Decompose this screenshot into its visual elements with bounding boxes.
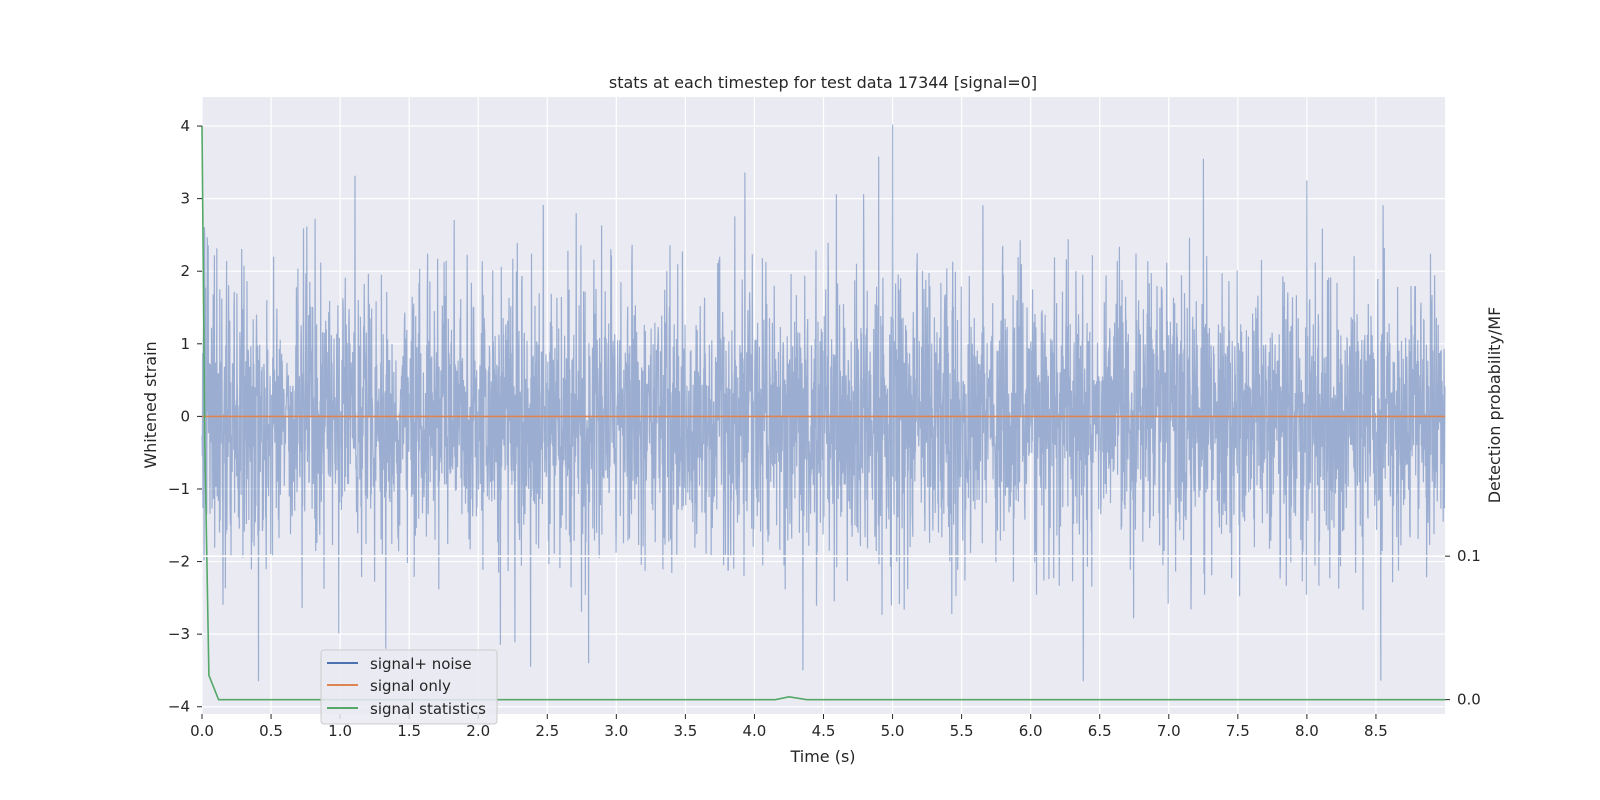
y-right-tick-label: 0.0 [1457, 691, 1481, 709]
y-ticks: 4 3 2 1 0 −1 −2 −3 −4 [168, 117, 202, 716]
x-tick-label: 6.0 [1019, 722, 1043, 740]
x-tick-label: 3.5 [673, 722, 697, 740]
x-tick-label: 4.0 [743, 722, 767, 740]
y-tick-label: −4 [168, 698, 190, 716]
series-signal-noise [201, 124, 1446, 682]
x-ticks: 0.0 0.5 1.0 1.5 2.0 2.5 3.0 3.5 4.0 4.5 5.0 5.5 6.0 6… [190, 714, 1388, 740]
x-tick-label: 1.0 [328, 722, 352, 740]
y-axis-title: Whitened strain [141, 341, 160, 468]
legend: signal+ noise signal only signal statist… [320, 649, 498, 725]
series-signal-statistics [201, 125, 1445, 701]
x-tick-label: 8.0 [1295, 722, 1319, 740]
legend-label-signal-noise: signal+ noise [370, 655, 472, 673]
y-ticks-right: 0.1 0.0 [1445, 547, 1481, 709]
x-tick-label: 6.5 [1088, 722, 1112, 740]
legend-box [320, 649, 498, 725]
x-tick-label: 3.0 [604, 722, 628, 740]
y-tick-label: −1 [168, 480, 190, 498]
y-tick-label: 0 [180, 407, 190, 425]
x-tick-label: 2.5 [535, 722, 559, 740]
y-axis-right-title: Detection probability/MF [1485, 307, 1504, 504]
y-right-tick-label: 0.1 [1457, 547, 1481, 565]
x-tick-label: 5.0 [881, 722, 905, 740]
x-tick-label: 8.5 [1364, 722, 1388, 740]
y-tick-label: −3 [168, 625, 190, 643]
y-tick-label: 4 [180, 117, 190, 135]
chart-title: stats at each timestep for test data 173… [609, 73, 1037, 92]
x-tick-label: 0.0 [190, 722, 214, 740]
x-tick-label: 4.5 [812, 722, 836, 740]
legend-label-signal-statistics: signal statistics [370, 700, 486, 718]
x-axis-title: Time (s) [789, 747, 855, 766]
x-tick-label: 5.5 [950, 722, 974, 740]
y-tick-label: 2 [180, 262, 190, 280]
series-layer [201, 124, 1446, 701]
y-tick-label: 1 [180, 335, 190, 353]
x-tick-label: 0.5 [259, 722, 283, 740]
x-tick-label: 7.5 [1226, 722, 1250, 740]
x-tick-label: 1.5 [397, 722, 421, 740]
x-tick-label: 7.0 [1157, 722, 1181, 740]
y-tick-label: −2 [168, 553, 190, 571]
y-tick-label: 3 [180, 190, 190, 208]
x-tick-label: 2.0 [466, 722, 490, 740]
legend-label-signal-only: signal only [370, 677, 451, 695]
